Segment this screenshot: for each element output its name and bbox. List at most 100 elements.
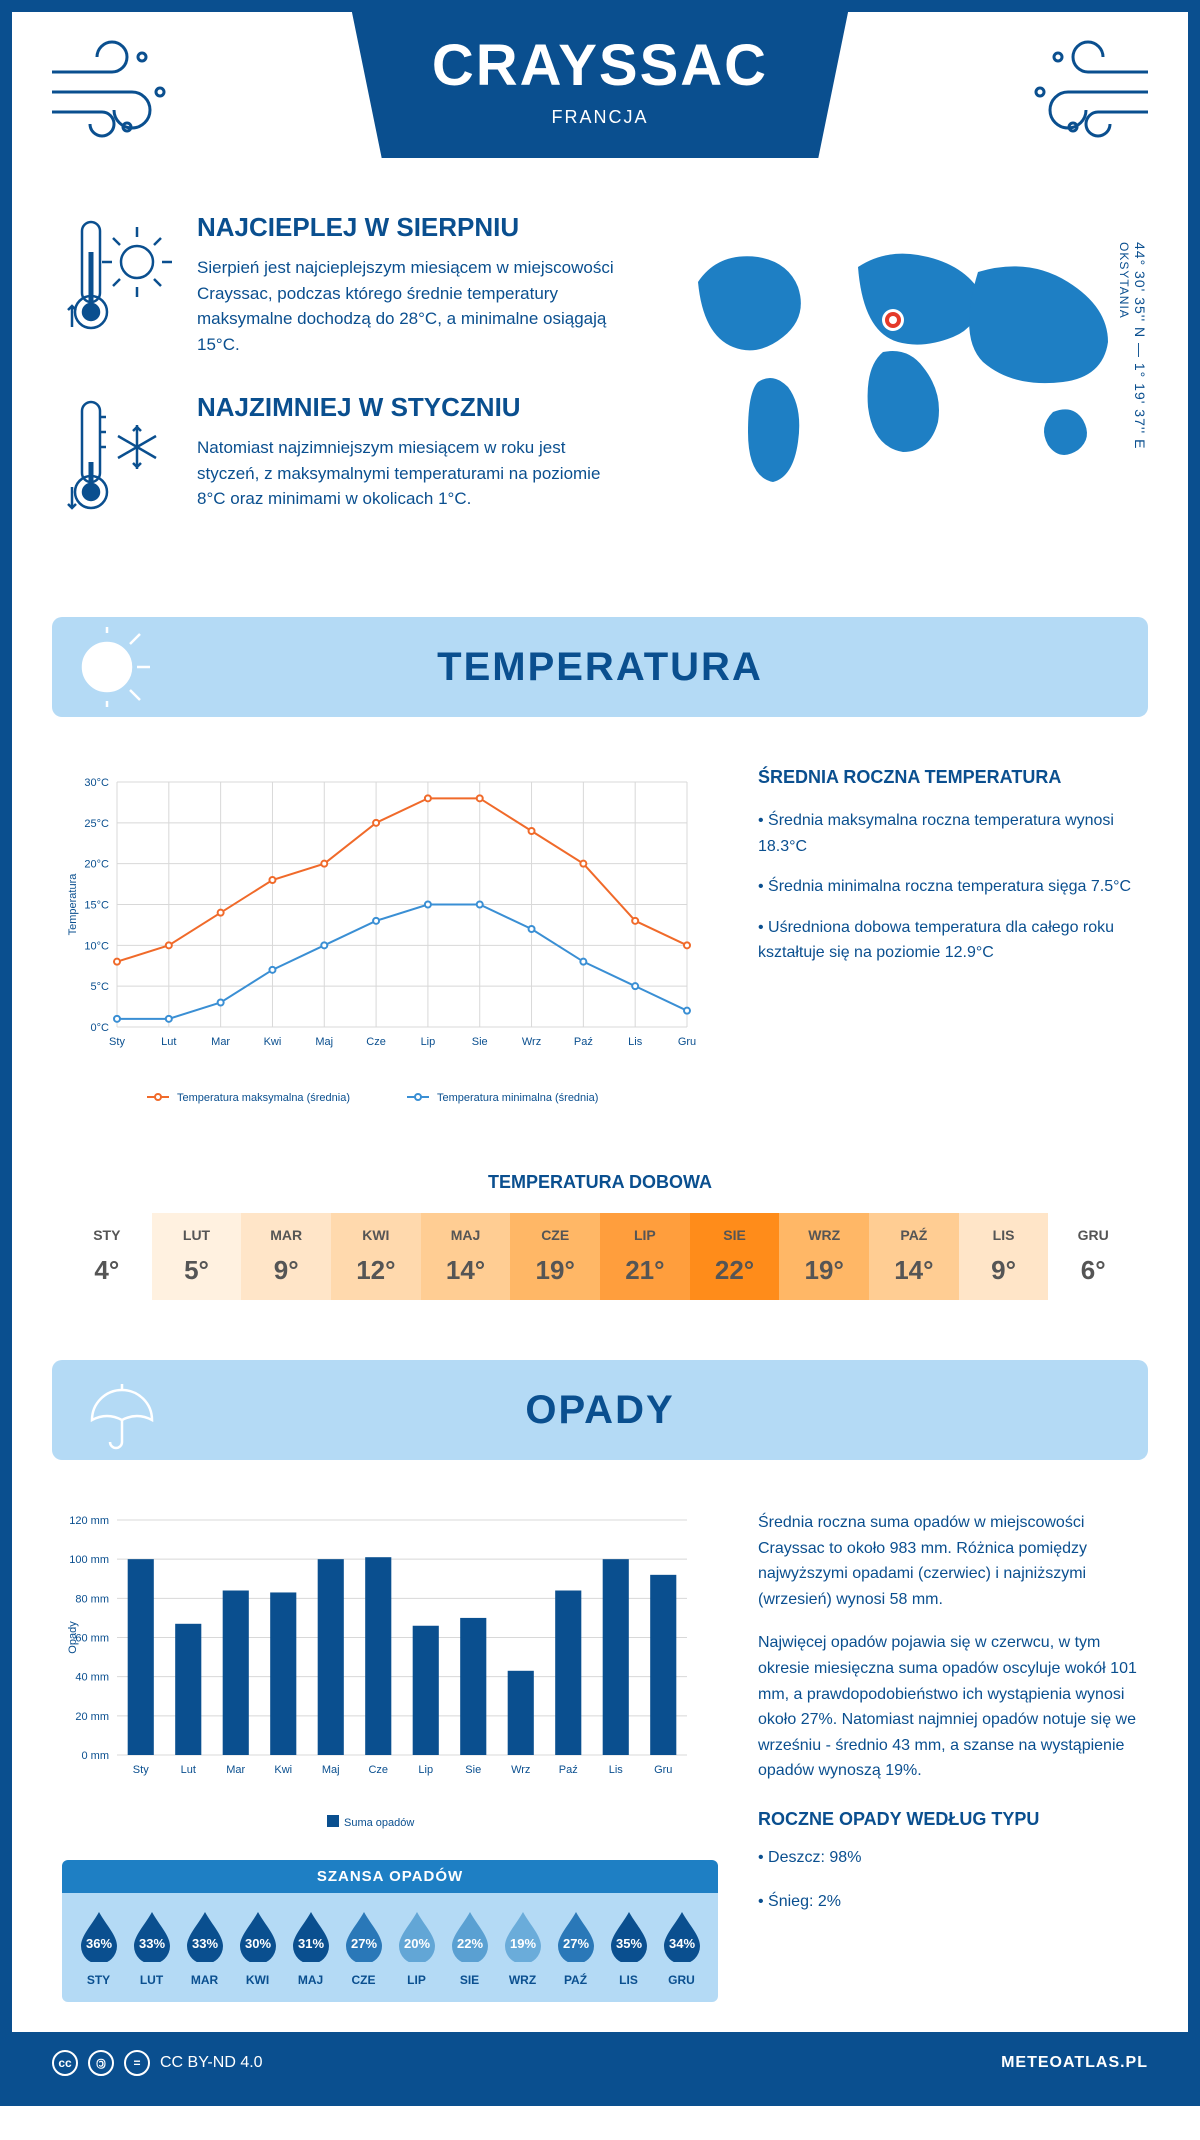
svg-text:Cze: Cze [368, 1764, 388, 1776]
temperature-line-chart: 0°C5°C10°C15°C20°C25°C30°CStyLutMarKwiMa… [62, 767, 702, 1117]
svg-text:Suma opadów: Suma opadów [344, 1817, 414, 1829]
umbrella-icon [72, 1370, 172, 1450]
chance-drop: 33% LUT [125, 1908, 178, 1987]
fact-hot-text: Sierpień jest najcieplejszym miesiącem w… [197, 255, 618, 357]
chance-month: GRU [655, 1973, 708, 1987]
svg-text:31%: 31% [297, 1936, 323, 1951]
svg-text:34%: 34% [668, 1936, 694, 1951]
svg-text:30°C: 30°C [84, 777, 109, 789]
precip-chance-box: SZANSA OPADÓW 36% STY 33% LUT 33% MAR 30… [62, 1860, 718, 2002]
daily-temp-value: 19° [779, 1255, 869, 1286]
chance-drop: 19% WRZ [496, 1908, 549, 1987]
svg-text:19%: 19% [509, 1936, 535, 1951]
svg-text:33%: 33% [138, 1936, 164, 1951]
svg-text:Gru: Gru [654, 1764, 672, 1776]
svg-text:Temperatura minimalna (średnia: Temperatura minimalna (średnia) [437, 1092, 598, 1104]
temp-facts-list: • Średnia maksymalna roczna temperatura … [758, 808, 1138, 966]
chance-month: LIP [390, 1973, 443, 1987]
section-header-temperature: TEMPERATURA [52, 617, 1148, 717]
intro-section: NAJCIEPLEJ W SIERPNIU Sierpień jest najc… [12, 182, 1188, 597]
svg-text:Cze: Cze [366, 1036, 386, 1048]
daily-temp-cell: STY 4° [62, 1213, 152, 1300]
temp-fact-item: • Średnia maksymalna roczna temperatura … [758, 808, 1138, 859]
daily-temp-cell: WRZ 19° [779, 1213, 869, 1300]
daily-temp-month: MAR [241, 1227, 331, 1243]
daily-temp-cell: LIS 9° [959, 1213, 1049, 1300]
daily-temp-value: 22° [690, 1255, 780, 1286]
svg-text:Temperatura maksymalna (średni: Temperatura maksymalna (średnia) [177, 1092, 350, 1104]
svg-text:0°C: 0°C [91, 1022, 110, 1034]
header: CRAYSSAC FRANCJA [12, 12, 1188, 182]
svg-text:Lis: Lis [628, 1036, 643, 1048]
chance-month: PAŹ [549, 1973, 602, 1987]
raindrop-icon: 22% [448, 1908, 492, 1962]
chance-drop: 22% SIE [443, 1908, 496, 1987]
daily-temp-cell: KWI 12° [331, 1213, 421, 1300]
daily-temp-month: MAJ [421, 1227, 511, 1243]
temp-fact-item: • Średnia minimalna roczna temperatura s… [758, 874, 1138, 900]
svg-text:Kwi: Kwi [274, 1764, 292, 1776]
chance-drop: 31% MAJ [284, 1908, 337, 1987]
title-banner: CRAYSSAC FRANCJA [352, 12, 848, 158]
svg-text:27%: 27% [562, 1936, 588, 1951]
svg-text:22%: 22% [456, 1936, 482, 1951]
footer: cc 🄯 = CC BY-ND 4.0 METEOATLAS.PL [12, 2032, 1188, 2094]
precip-text-1: Średnia roczna suma opadów w miejscowośc… [758, 1510, 1138, 1612]
raindrop-icon: 33% [130, 1908, 174, 1962]
world-map [658, 212, 1138, 512]
fact-cold-text: Natomiast najzimniejszym miesiącem w rok… [197, 435, 618, 512]
precip-bytype-item: • Śnieg: 2% [758, 1889, 1138, 1915]
precip-bytype-title: ROCZNE OPADY WEDŁUG TYPU [758, 1809, 1138, 1830]
raindrop-icon: 36% [77, 1908, 121, 1962]
svg-text:Sty: Sty [133, 1764, 149, 1776]
daily-temp-cell: CZE 19° [510, 1213, 600, 1300]
nd-icon: = [124, 2050, 150, 2076]
svg-text:Gru: Gru [678, 1036, 696, 1048]
daily-temp-cell: MAR 9° [241, 1213, 331, 1300]
svg-text:Lut: Lut [161, 1036, 176, 1048]
daily-temp-cell: GRU 6° [1048, 1213, 1138, 1300]
daily-temp-month: CZE [510, 1227, 600, 1243]
svg-text:15°C: 15°C [84, 900, 109, 912]
daily-temp-month: KWI [331, 1227, 421, 1243]
section-title-precip: OPADY [525, 1388, 674, 1433]
svg-text:Paź: Paź [559, 1764, 578, 1776]
daily-temp-month: STY [62, 1227, 152, 1243]
svg-text:36%: 36% [85, 1936, 111, 1951]
svg-text:60 mm: 60 mm [75, 1633, 109, 1645]
daily-temp-cell: SIE 22° [690, 1213, 780, 1300]
svg-text:Kwi: Kwi [264, 1036, 282, 1048]
chance-drop: 20% LIP [390, 1908, 443, 1987]
svg-text:Sty: Sty [109, 1036, 125, 1048]
precip-bytype-list: • Deszcz: 98%• Śnieg: 2% [758, 1845, 1138, 1914]
chance-month: LUT [125, 1973, 178, 1987]
svg-text:Lip: Lip [418, 1764, 433, 1776]
daily-temp-value: 6° [1048, 1255, 1138, 1286]
fact-hot-title: NAJCIEPLEJ W SIERPNIU [197, 212, 618, 243]
svg-text:Wrz: Wrz [511, 1764, 530, 1776]
daily-temp-month: LUT [152, 1227, 242, 1243]
license: cc 🄯 = CC BY-ND 4.0 [52, 2050, 263, 2076]
chance-month: WRZ [496, 1973, 549, 1987]
fact-cold-title: NAJZIMNIEJ W STYCZNIU [197, 392, 618, 423]
section-header-precip: OPADY [52, 1360, 1148, 1460]
svg-text:20 mm: 20 mm [75, 1711, 109, 1723]
daily-temp-month: PAŹ [869, 1227, 959, 1243]
daily-temp-month: WRZ [779, 1227, 869, 1243]
page-subtitle: FRANCJA [432, 107, 768, 128]
svg-text:5°C: 5°C [91, 981, 110, 993]
daily-temp-month: SIE [690, 1227, 780, 1243]
fact-hottest: NAJCIEPLEJ W SIERPNIU Sierpień jest najc… [62, 212, 618, 357]
sun-icon [72, 627, 172, 707]
daily-temp-value: 5° [152, 1255, 242, 1286]
svg-text:80 mm: 80 mm [75, 1593, 109, 1605]
daily-temp-cell: MAJ 14° [421, 1213, 511, 1300]
svg-text:Lut: Lut [181, 1764, 196, 1776]
daily-temp-value: 14° [421, 1255, 511, 1286]
svg-text:25°C: 25°C [84, 818, 109, 830]
svg-text:Maj: Maj [322, 1764, 340, 1776]
wind-icon-left [42, 32, 182, 152]
svg-text:100 mm: 100 mm [69, 1554, 109, 1566]
svg-text:10°C: 10°C [84, 940, 109, 952]
cc-icon: cc [52, 2050, 78, 2076]
